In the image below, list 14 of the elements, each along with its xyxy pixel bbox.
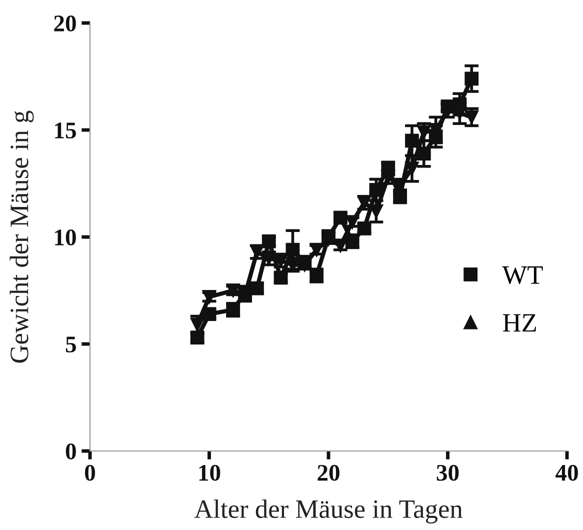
y-tick-label: 15 — [55, 122, 76, 138]
x-tick-label: 40 — [556, 464, 578, 481]
y-tick-label: 20 — [54, 15, 76, 32]
y-tick-label: 0 — [66, 443, 76, 460]
x-tick-label: 10 — [199, 464, 220, 481]
x-tick-label: 30 — [436, 464, 459, 481]
x-axis-title: Alter der Mäuse in Tagen — [194, 499, 462, 524]
y-tick-label: 10 — [55, 229, 76, 246]
y-axis-title: Gewicht der Mäuse in g — [10, 110, 34, 363]
x-tick-label: 20 — [318, 464, 340, 481]
legend-label: WT — [502, 266, 543, 284]
legend-label: HZ — [502, 314, 536, 332]
x-tick-label: 0 — [84, 464, 96, 481]
y-tick-label: 5 — [66, 336, 76, 352]
